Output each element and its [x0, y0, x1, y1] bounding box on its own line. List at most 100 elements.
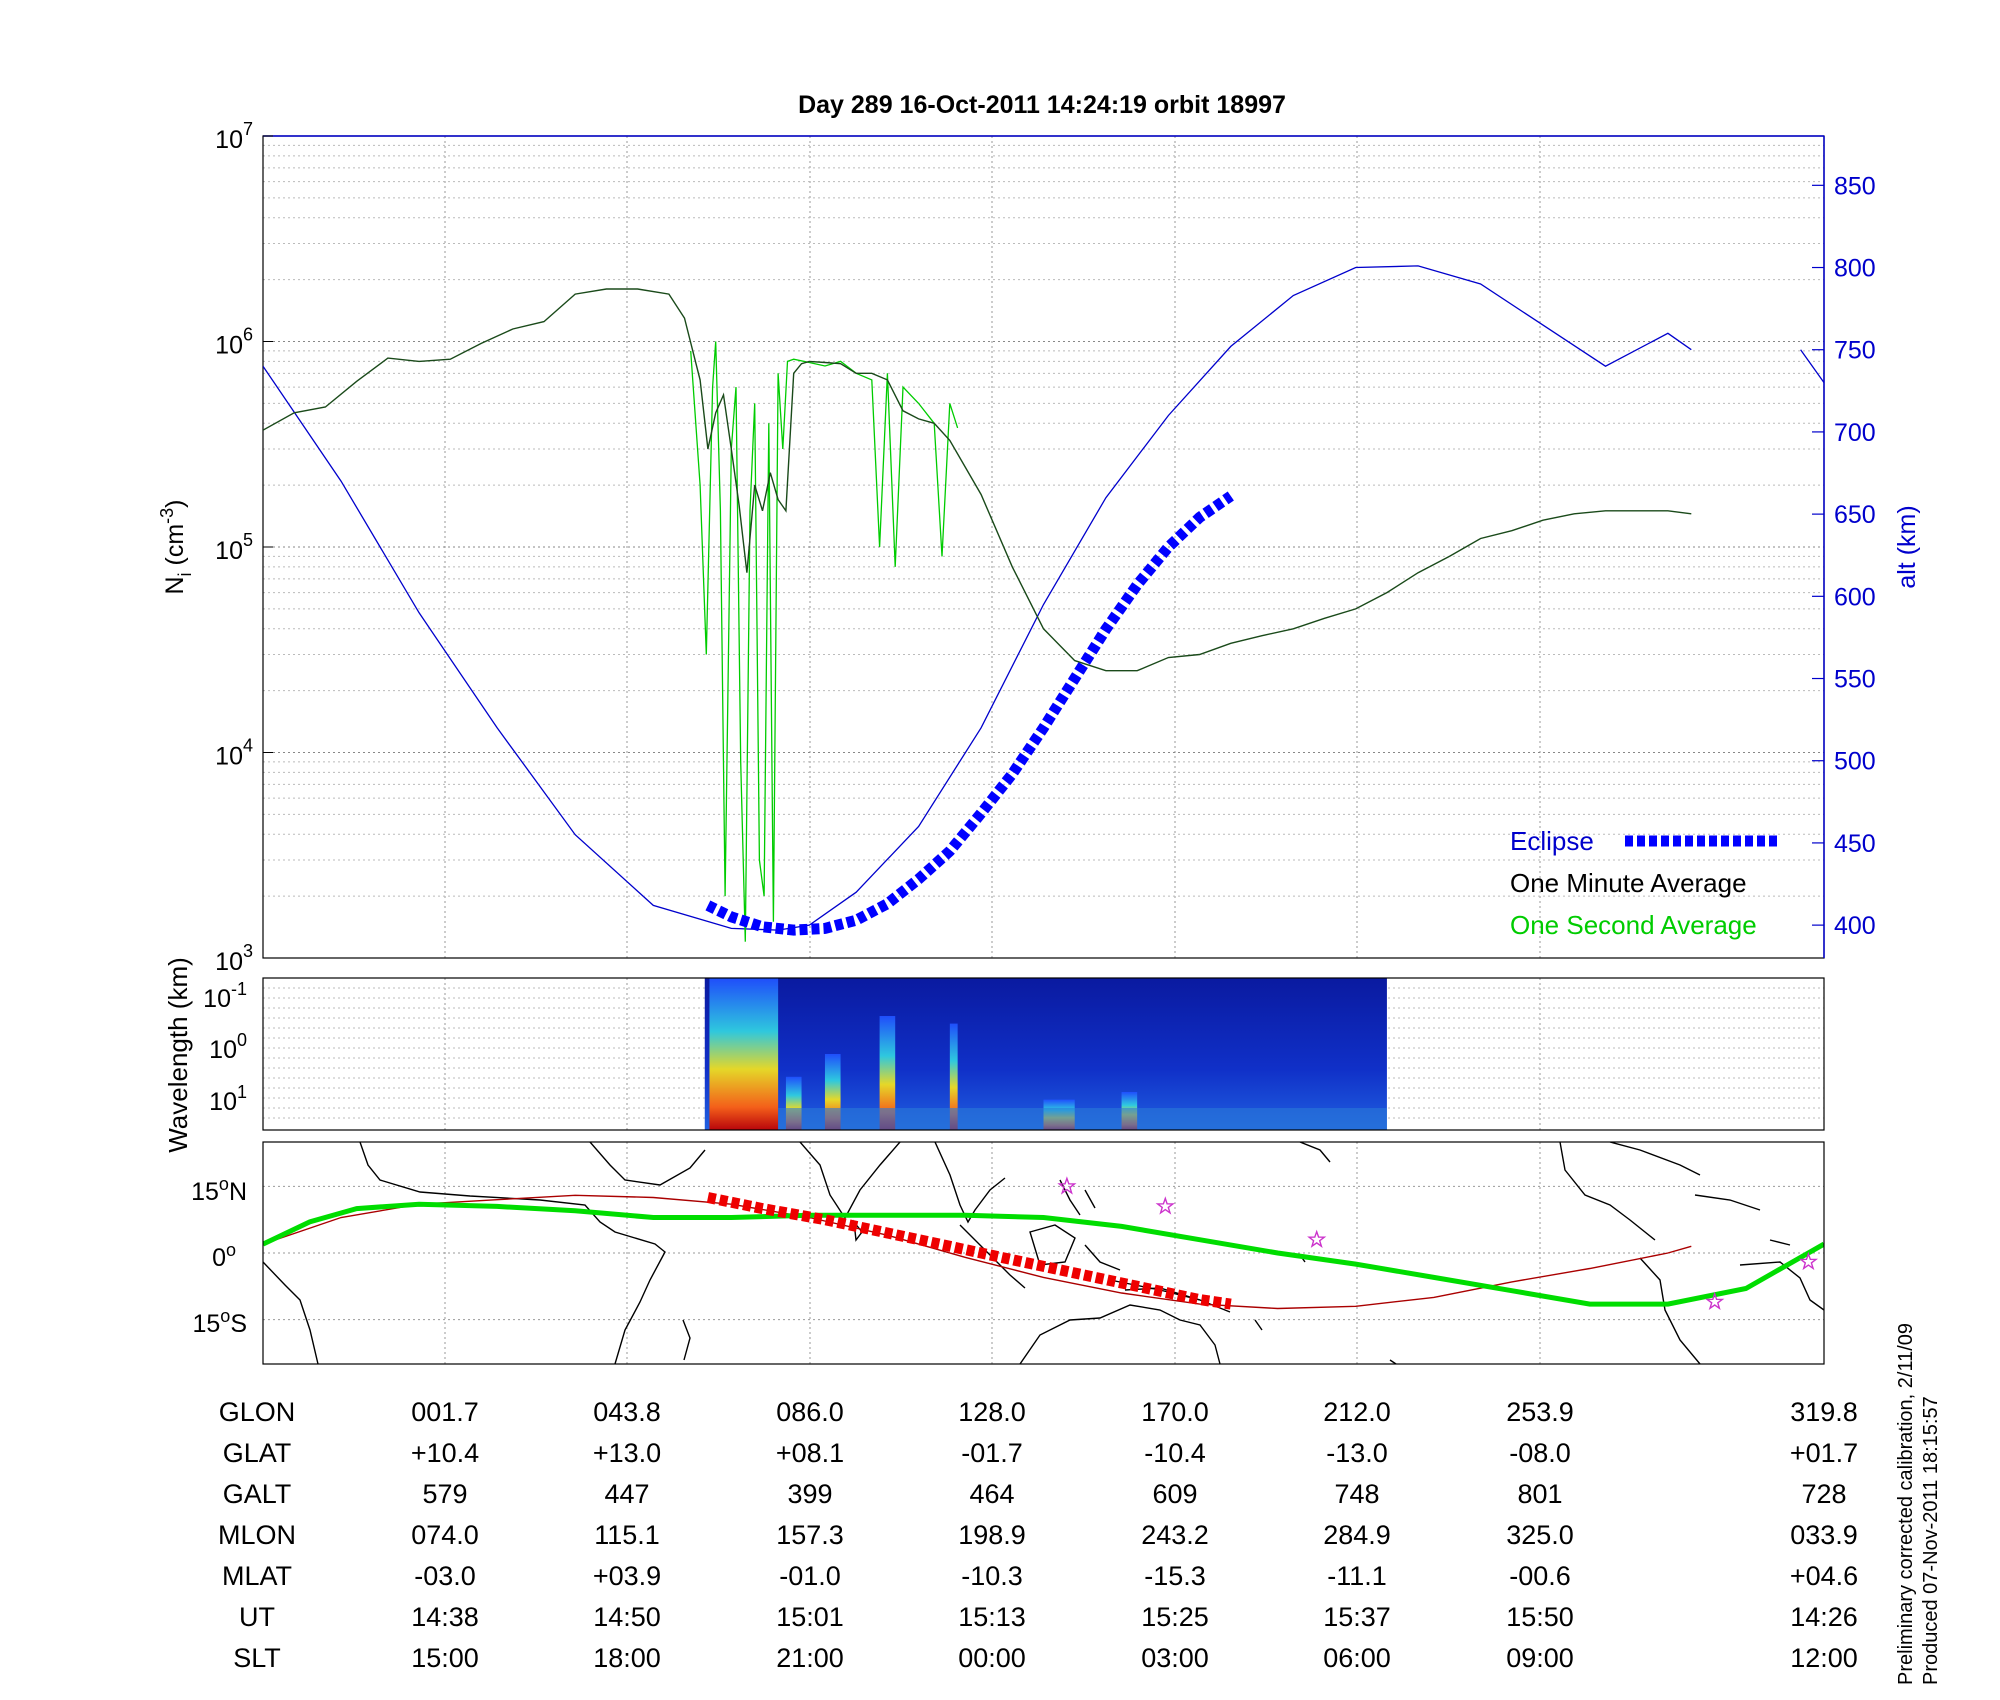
table-cell: -10.4: [1144, 1438, 1206, 1468]
coast-australia: [1019, 1304, 1221, 1364]
table-cell: -08.0: [1509, 1438, 1571, 1468]
station-star-icon: [1705, 1291, 1725, 1311]
table-cell: 253.9: [1506, 1397, 1574, 1427]
map-tick-15s: 15oS: [192, 1306, 247, 1338]
table-row-label: GLAT: [223, 1438, 292, 1468]
spectrogram-y-label: Wavelength (km): [163, 957, 193, 1153]
table-cell: 609: [1152, 1479, 1197, 1509]
table-row-label: UT: [239, 1602, 275, 1632]
coast-madagascar: [682, 1319, 691, 1361]
station-star-icon: [1057, 1176, 1077, 1195]
table-cell: 14:38: [411, 1602, 479, 1632]
table-cell: 15:00: [411, 1643, 479, 1673]
table-cell: +03.9: [593, 1561, 661, 1591]
table-cell: 03:00: [1141, 1643, 1209, 1673]
footnote-calibration: Preliminary corrected calibration, 2/11/…: [1895, 1323, 1917, 1685]
left-tick-label: 103: [215, 941, 253, 976]
table-row-label: MLAT: [222, 1561, 292, 1591]
right-tick-label: 700: [1834, 419, 1876, 447]
table-cell: 15:37: [1323, 1602, 1391, 1632]
table-cell: 157.3: [776, 1520, 844, 1550]
one-minute-average-line: [263, 288, 1692, 672]
wavelength-spectrogram-panel: 10-1 100 101 Wavelength (km): [163, 957, 1825, 1153]
table-cell: -13.0: [1326, 1438, 1388, 1468]
legend: Eclipse One Minute Average One Second Av…: [1510, 826, 1777, 940]
coast-borneo: [1029, 1224, 1076, 1266]
right-tick-label: 750: [1834, 337, 1876, 365]
one-second-average-line: [690, 341, 959, 942]
table-cell: 212.0: [1323, 1397, 1391, 1427]
coast-south-america: [1639, 1257, 1701, 1364]
magnetic-equator-line: [263, 1194, 1692, 1310]
table-row-label: MLON: [218, 1520, 296, 1550]
coast-south-america-east: [1739, 1261, 1824, 1311]
coast-japan: [1299, 1142, 1331, 1163]
table-cell: +01.7: [1790, 1438, 1858, 1468]
table-cell: 14:50: [593, 1602, 661, 1632]
table-cell: +10.4: [411, 1438, 479, 1468]
table-cell: 399: [787, 1479, 832, 1509]
coast-sumatra: [959, 1224, 1026, 1289]
table-row-label: SLT: [233, 1643, 281, 1673]
coast-central-america: [1559, 1142, 1656, 1241]
table-cell: 14:26: [1790, 1602, 1858, 1632]
map-y-ticks: 15oN 0o 15oS: [191, 1174, 247, 1338]
table-cell: -00.6: [1509, 1561, 1571, 1591]
spectrogram-frame: [262, 977, 1825, 1131]
altitude-line: [263, 265, 1824, 931]
right-tick-label: 450: [1834, 830, 1876, 858]
left-tick-label: 107: [215, 119, 253, 154]
left-axis-label-unit-sup: -3: [157, 508, 177, 524]
table-cell: 043.8: [593, 1397, 661, 1427]
eclipse-line: [705, 491, 1234, 936]
table-row-label: GLON: [219, 1397, 296, 1427]
station-star-icon: [1307, 1229, 1327, 1248]
left-axis-ticks: 103 104 105 106 107: [215, 119, 273, 976]
table-cell: 074.0: [411, 1520, 479, 1550]
spectrogram-streak: [879, 1016, 896, 1130]
table-cell: 15:25: [1141, 1602, 1209, 1632]
table-cell: -10.3: [961, 1561, 1023, 1591]
table-cell: 18:00: [593, 1643, 661, 1673]
station-star-icon: [1155, 1196, 1175, 1215]
table-cell: 15:50: [1506, 1602, 1574, 1632]
station-star-icon: [1798, 1251, 1819, 1271]
map-tick-0: 0o: [212, 1240, 236, 1272]
right-tick-label: 850: [1834, 172, 1876, 200]
table-cell: 115.1: [594, 1520, 660, 1550]
table-cell: 15:01: [776, 1602, 844, 1632]
ground-track-line: [263, 1201, 1824, 1307]
right-tick-label: 650: [1834, 501, 1876, 529]
coast-north-america: [1609, 1142, 1701, 1176]
map-frame: [262, 1141, 1825, 1365]
spec-tick-label: 100: [209, 1030, 247, 1064]
coast-pacific-islands: [1254, 1254, 1397, 1364]
table-cell: 284.9: [1323, 1520, 1391, 1550]
table-cell: 15:13: [958, 1602, 1026, 1632]
chart-title: Day 289 16-Oct-2011 14:24:19 orbit 18997: [798, 91, 1286, 119]
footnote-produced: Produced 07-Nov-2011 18:15:57: [1920, 1396, 1942, 1685]
spec-tick-label: 101: [209, 1082, 247, 1116]
table-cell: 033.9: [1790, 1520, 1858, 1550]
left-axis-label-unit-close: ): [161, 499, 189, 507]
left-tick-label: 105: [215, 530, 253, 565]
spectrogram-y-ticks: 10-1 100 101: [203, 979, 247, 1116]
ground-track-map-panel: 15oN 0o 15oS: [191, 1141, 1825, 1365]
spec-tick-label: 10-1: [203, 979, 247, 1013]
table-cell: 06:00: [1323, 1643, 1391, 1673]
right-tick-label: 600: [1834, 583, 1876, 611]
left-axis-label-unit: (cm: [161, 524, 189, 566]
left-tick-label: 104: [215, 736, 253, 771]
legend-one-minute-label: One Minute Average: [1510, 868, 1747, 898]
left-axis-label-n: N: [161, 576, 189, 594]
table-cell: 748: [1334, 1479, 1379, 1509]
right-tick-label: 550: [1834, 666, 1876, 694]
table-cell: +04.6: [1790, 1561, 1858, 1591]
table-cell: 325.0: [1506, 1520, 1574, 1550]
table-cell: 243.2: [1141, 1520, 1209, 1550]
left-tick-label: 106: [215, 325, 253, 360]
station-stars: [1057, 1176, 1819, 1311]
table-cell: 728: [1801, 1479, 1846, 1509]
table-cell: 128.0: [958, 1397, 1026, 1427]
